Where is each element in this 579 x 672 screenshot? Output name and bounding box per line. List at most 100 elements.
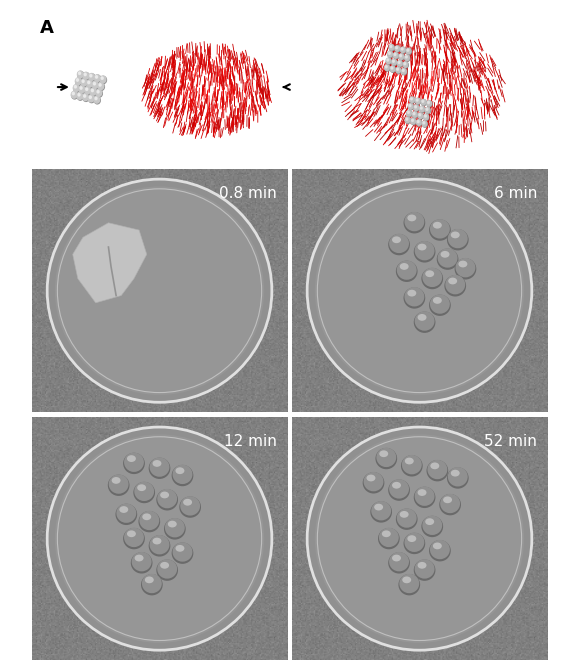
Circle shape xyxy=(404,62,406,65)
Circle shape xyxy=(83,73,89,79)
Ellipse shape xyxy=(430,540,450,559)
Ellipse shape xyxy=(307,427,532,650)
Ellipse shape xyxy=(396,261,417,282)
Circle shape xyxy=(408,103,413,110)
Ellipse shape xyxy=(149,535,170,556)
Ellipse shape xyxy=(433,222,442,228)
Circle shape xyxy=(390,67,395,73)
Circle shape xyxy=(386,66,387,68)
Circle shape xyxy=(427,101,431,106)
Ellipse shape xyxy=(417,314,427,321)
Circle shape xyxy=(74,85,79,91)
Circle shape xyxy=(388,52,393,58)
Circle shape xyxy=(397,60,402,66)
Ellipse shape xyxy=(374,504,383,511)
Ellipse shape xyxy=(447,229,468,251)
Ellipse shape xyxy=(415,559,435,579)
Circle shape xyxy=(407,49,409,51)
Ellipse shape xyxy=(389,479,409,499)
Circle shape xyxy=(405,55,410,61)
Circle shape xyxy=(426,108,430,113)
Circle shape xyxy=(417,120,422,126)
Circle shape xyxy=(394,53,398,58)
Ellipse shape xyxy=(307,179,532,403)
Ellipse shape xyxy=(108,474,130,496)
Circle shape xyxy=(407,111,412,117)
Circle shape xyxy=(386,58,391,64)
Circle shape xyxy=(88,95,94,102)
Text: 52 min: 52 min xyxy=(484,434,537,450)
Circle shape xyxy=(422,121,427,126)
Ellipse shape xyxy=(175,467,184,474)
Ellipse shape xyxy=(141,574,163,595)
Ellipse shape xyxy=(448,229,468,248)
Ellipse shape xyxy=(425,270,434,277)
Ellipse shape xyxy=(119,506,128,513)
Circle shape xyxy=(91,89,97,96)
Circle shape xyxy=(390,66,395,72)
Ellipse shape xyxy=(149,458,170,476)
Ellipse shape xyxy=(371,501,392,523)
Ellipse shape xyxy=(400,511,409,517)
Ellipse shape xyxy=(142,513,151,520)
Ellipse shape xyxy=(109,474,129,494)
Ellipse shape xyxy=(371,501,391,520)
Ellipse shape xyxy=(422,515,442,535)
Circle shape xyxy=(93,82,98,89)
Circle shape xyxy=(395,46,400,52)
Circle shape xyxy=(100,76,106,83)
Circle shape xyxy=(400,54,404,60)
Ellipse shape xyxy=(149,458,170,479)
Circle shape xyxy=(392,59,397,65)
Ellipse shape xyxy=(404,533,425,554)
Circle shape xyxy=(79,86,85,93)
Ellipse shape xyxy=(362,472,384,493)
Circle shape xyxy=(82,79,87,87)
Ellipse shape xyxy=(47,179,272,403)
Circle shape xyxy=(98,83,104,90)
Circle shape xyxy=(402,69,406,74)
Circle shape xyxy=(406,48,411,54)
Ellipse shape xyxy=(183,499,192,505)
Ellipse shape xyxy=(156,560,178,581)
Ellipse shape xyxy=(315,186,524,395)
Ellipse shape xyxy=(404,212,425,233)
Circle shape xyxy=(395,46,400,51)
Circle shape xyxy=(89,96,91,99)
Circle shape xyxy=(405,55,409,60)
Ellipse shape xyxy=(451,232,460,239)
Ellipse shape xyxy=(415,241,435,260)
Circle shape xyxy=(406,118,408,120)
Ellipse shape xyxy=(131,552,152,574)
Ellipse shape xyxy=(456,258,475,278)
Circle shape xyxy=(71,91,77,98)
Circle shape xyxy=(412,119,413,122)
Circle shape xyxy=(90,88,96,95)
Ellipse shape xyxy=(164,518,186,540)
Circle shape xyxy=(409,104,411,107)
Ellipse shape xyxy=(402,455,422,474)
Circle shape xyxy=(418,114,423,119)
Circle shape xyxy=(406,48,411,54)
Ellipse shape xyxy=(134,482,154,501)
Circle shape xyxy=(413,112,415,115)
Circle shape xyxy=(411,118,416,124)
Ellipse shape xyxy=(447,467,468,489)
Circle shape xyxy=(94,75,100,81)
Ellipse shape xyxy=(388,234,410,255)
Ellipse shape xyxy=(429,219,451,241)
Circle shape xyxy=(392,60,397,65)
Circle shape xyxy=(78,71,83,78)
Circle shape xyxy=(403,62,408,67)
Ellipse shape xyxy=(448,467,468,487)
Circle shape xyxy=(401,47,405,52)
Circle shape xyxy=(85,87,91,95)
Ellipse shape xyxy=(173,542,192,562)
Circle shape xyxy=(89,73,94,80)
Ellipse shape xyxy=(422,267,442,287)
Circle shape xyxy=(416,99,421,104)
Circle shape xyxy=(101,77,103,79)
Circle shape xyxy=(95,75,101,82)
Circle shape xyxy=(390,45,394,50)
Circle shape xyxy=(72,92,78,99)
